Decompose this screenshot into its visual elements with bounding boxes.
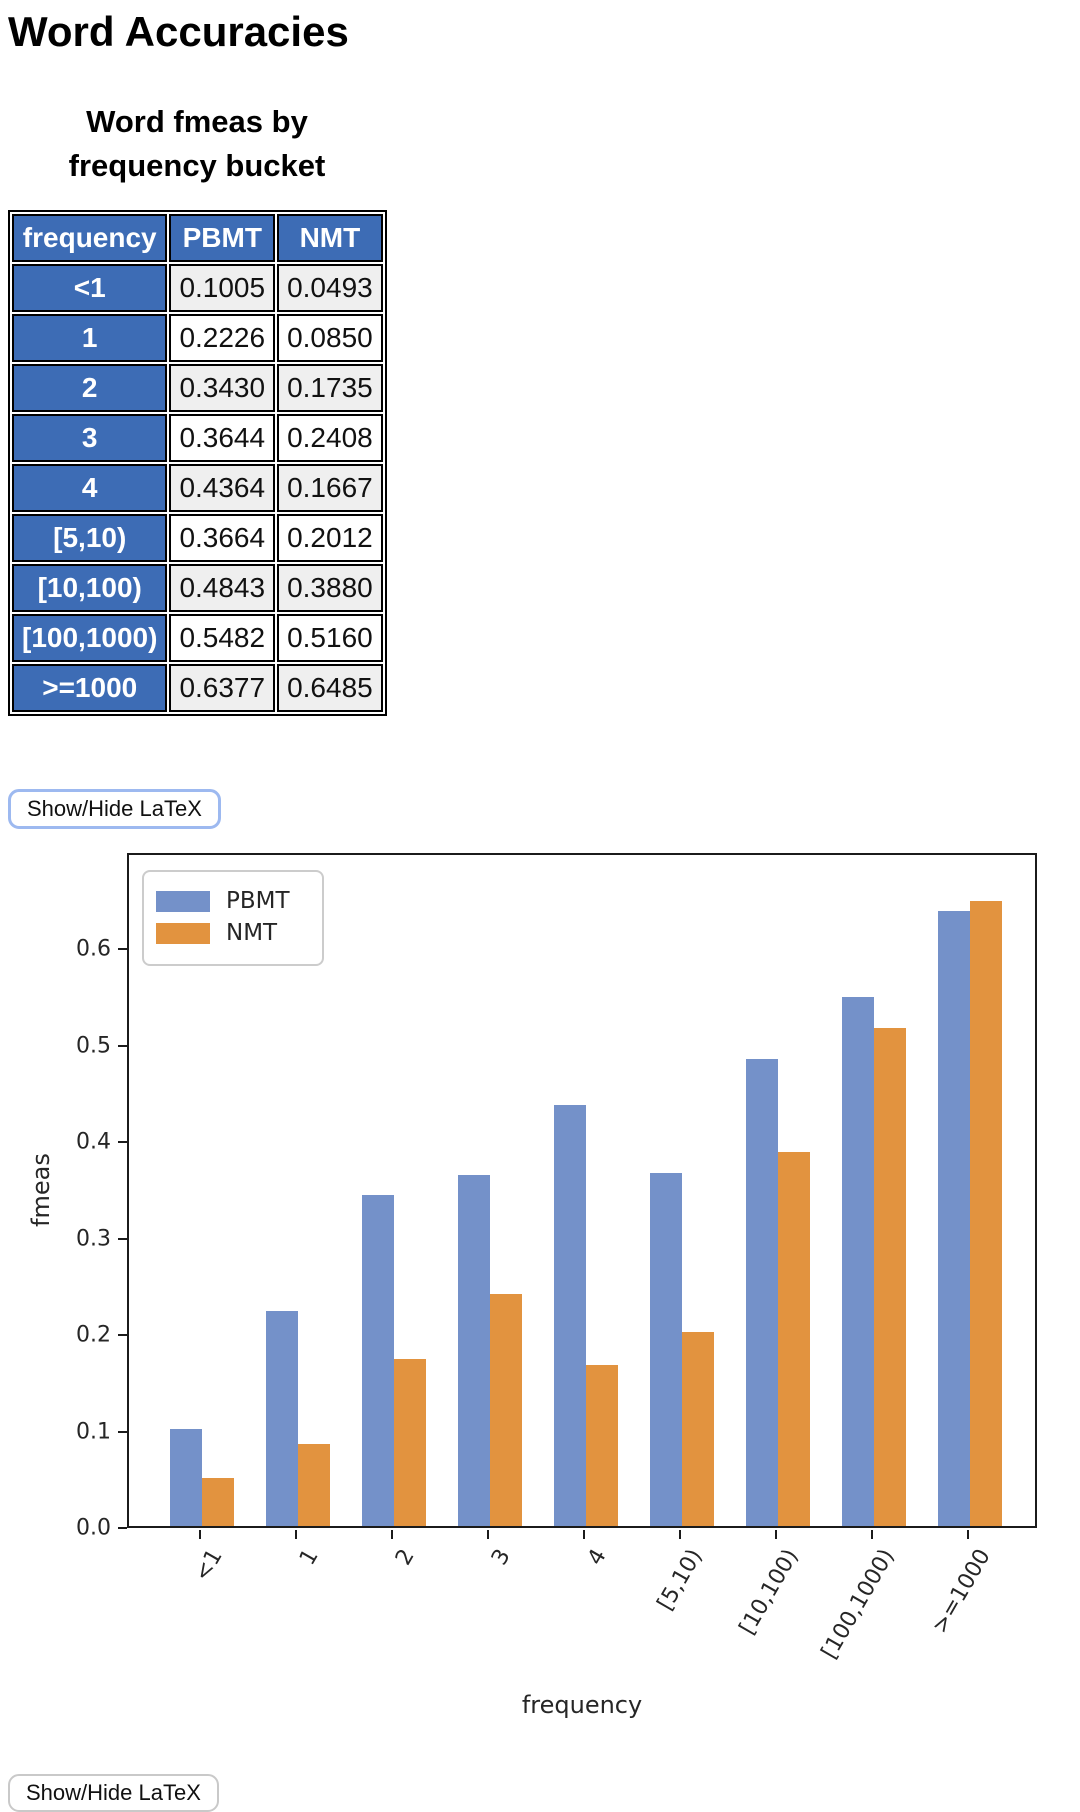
bar-nmt xyxy=(298,1444,330,1526)
bar-nmt xyxy=(778,1151,810,1526)
y-tick-label: 0.4 xyxy=(76,1129,111,1155)
data-cell: 0.4843 xyxy=(169,564,276,612)
data-cell: 0.4364 xyxy=(169,464,276,512)
table-header-row: frequency PBMT NMT xyxy=(12,214,383,262)
data-cell: 0.0850 xyxy=(277,314,383,362)
x-tick-mark xyxy=(967,1530,969,1539)
bar-nmt xyxy=(394,1358,426,1526)
data-cell: 0.1005 xyxy=(169,264,276,312)
y-axis-label: fmeas xyxy=(27,1153,55,1227)
bar-pbmt xyxy=(938,911,970,1526)
data-cell: 0.6485 xyxy=(277,664,383,712)
column-header-nmt: NMT xyxy=(277,214,383,262)
bar-pbmt xyxy=(170,1429,202,1526)
bar-nmt xyxy=(586,1365,618,1526)
table-body: <1 0.1005 0.0493 1 0.2226 0.0850 2 0.3430 0.1735… xyxy=(12,264,383,712)
show-hide-latex-button-top[interactable]: Show/Hide LaTeX xyxy=(8,789,221,829)
x-tick-mark xyxy=(583,1530,585,1539)
y-tick-label: 0.5 xyxy=(76,1033,111,1059)
row-header-frequency-bucket: [5,10) xyxy=(12,514,168,562)
table-row: [100,1000) 0.5482 0.5160 xyxy=(12,614,383,662)
y-tick-label: 0.6 xyxy=(76,936,111,962)
bar-chart-figure: fmeas 0.0 0.1 0.2 0.3 0.4 0.5 0.6 <1 1 2 3 4 [5,10)[… xyxy=(25,845,1055,1730)
table-row: [5,10) 0.3664 0.2012 xyxy=(12,514,383,562)
row-header-frequency-bucket: 2 xyxy=(12,364,168,412)
bar-nmt xyxy=(490,1293,522,1526)
bar-nmt xyxy=(202,1478,234,1526)
bar-pbmt xyxy=(362,1195,394,1526)
table-row: >=1000 0.6377 0.6485 xyxy=(12,664,383,712)
x-tick-mark xyxy=(295,1530,297,1539)
table-row: <1 0.1005 0.0493 xyxy=(12,264,383,312)
y-tick-mark xyxy=(118,1237,127,1240)
plot-area xyxy=(127,853,1037,1528)
data-cell: 0.5482 xyxy=(169,614,276,662)
row-header-frequency-bucket: <1 xyxy=(12,264,168,312)
bar-nmt xyxy=(682,1332,714,1526)
row-header-frequency-bucket: [100,1000) xyxy=(12,614,168,662)
bar-pbmt xyxy=(650,1172,682,1526)
data-cell: 0.3880 xyxy=(277,564,383,612)
table-caption: Word fmeas by frequency bucket xyxy=(68,104,326,183)
row-header-frequency-bucket: 1 xyxy=(12,314,168,362)
x-axis-label: frequency xyxy=(521,1691,643,1719)
bar-pbmt xyxy=(554,1105,586,1526)
data-cell: 0.1735 xyxy=(277,364,383,412)
x-tick-mark xyxy=(871,1530,873,1539)
bar-pbmt xyxy=(746,1059,778,1526)
page-title: Word Accuracies xyxy=(8,8,349,55)
bar-pbmt xyxy=(458,1174,490,1526)
bar-nmt xyxy=(970,900,1002,1526)
legend-swatch-pbmt xyxy=(156,890,210,912)
y-tick-mark xyxy=(118,1430,127,1433)
x-tick-mark xyxy=(775,1530,777,1539)
bar-nmt xyxy=(874,1028,906,1526)
column-header-pbmt: PBMT xyxy=(169,214,276,262)
legend-label: NMT xyxy=(226,920,278,946)
legend-label: PBMT xyxy=(226,888,290,914)
row-header-frequency-bucket: 3 xyxy=(12,414,168,462)
y-tick-label: 0.2 xyxy=(76,1322,111,1348)
data-cell: 0.2408 xyxy=(277,414,383,462)
show-hide-latex-button-bottom[interactable]: Show/Hide LaTeX xyxy=(8,1774,219,1812)
bar-pbmt xyxy=(842,997,874,1526)
table-row: [10,100) 0.4843 0.3880 xyxy=(12,564,383,612)
data-cell: 0.6377 xyxy=(169,664,276,712)
table-row: 4 0.4364 0.1667 xyxy=(12,464,383,512)
data-cell: 0.3664 xyxy=(169,514,276,562)
column-header-frequency: frequency xyxy=(12,214,168,262)
legend-item: NMT xyxy=(156,920,308,946)
table-row: 1 0.2226 0.0850 xyxy=(12,314,383,362)
row-header-frequency-bucket: 4 xyxy=(12,464,168,512)
word-fmeas-table: frequency PBMT NMT <1 0.1005 0.0493 1 0.2226… xyxy=(8,210,387,716)
x-tick-mark xyxy=(487,1530,489,1539)
table-row: 2 0.3430 0.1735 xyxy=(12,364,383,412)
y-tick-label: 0.1 xyxy=(76,1419,111,1445)
chart-legend: PBMT NMT xyxy=(142,870,324,966)
x-tick-mark xyxy=(679,1530,681,1539)
legend-swatch-nmt xyxy=(156,922,210,944)
table-row: 3 0.3644 0.2408 xyxy=(12,414,383,462)
data-cell: 0.3644 xyxy=(169,414,276,462)
x-tick-mark xyxy=(391,1530,393,1539)
data-cell: 0.0493 xyxy=(277,264,383,312)
row-header-frequency-bucket: [10,100) xyxy=(12,564,168,612)
row-header-frequency-bucket: >=1000 xyxy=(12,664,168,712)
legend-item: PBMT xyxy=(156,888,308,914)
data-cell: 0.5160 xyxy=(277,614,383,662)
y-tick-mark xyxy=(118,1334,127,1337)
bar-pbmt xyxy=(266,1311,298,1526)
y-tick-label: 0.3 xyxy=(76,1226,111,1252)
data-cell: 0.2012 xyxy=(277,514,383,562)
y-tick-mark xyxy=(118,1044,127,1047)
data-cell: 0.1667 xyxy=(277,464,383,512)
y-tick-mark xyxy=(118,1141,127,1144)
x-tick-mark xyxy=(199,1530,201,1539)
data-cell: 0.3430 xyxy=(169,364,276,412)
data-cell: 0.2226 xyxy=(169,314,276,362)
word-fmeas-table-section: Word fmeas by frequency bucket frequency… xyxy=(8,100,387,716)
y-tick-mark xyxy=(118,948,127,951)
y-tick-mark xyxy=(118,1527,127,1529)
y-tick-label: 0.0 xyxy=(76,1515,111,1541)
